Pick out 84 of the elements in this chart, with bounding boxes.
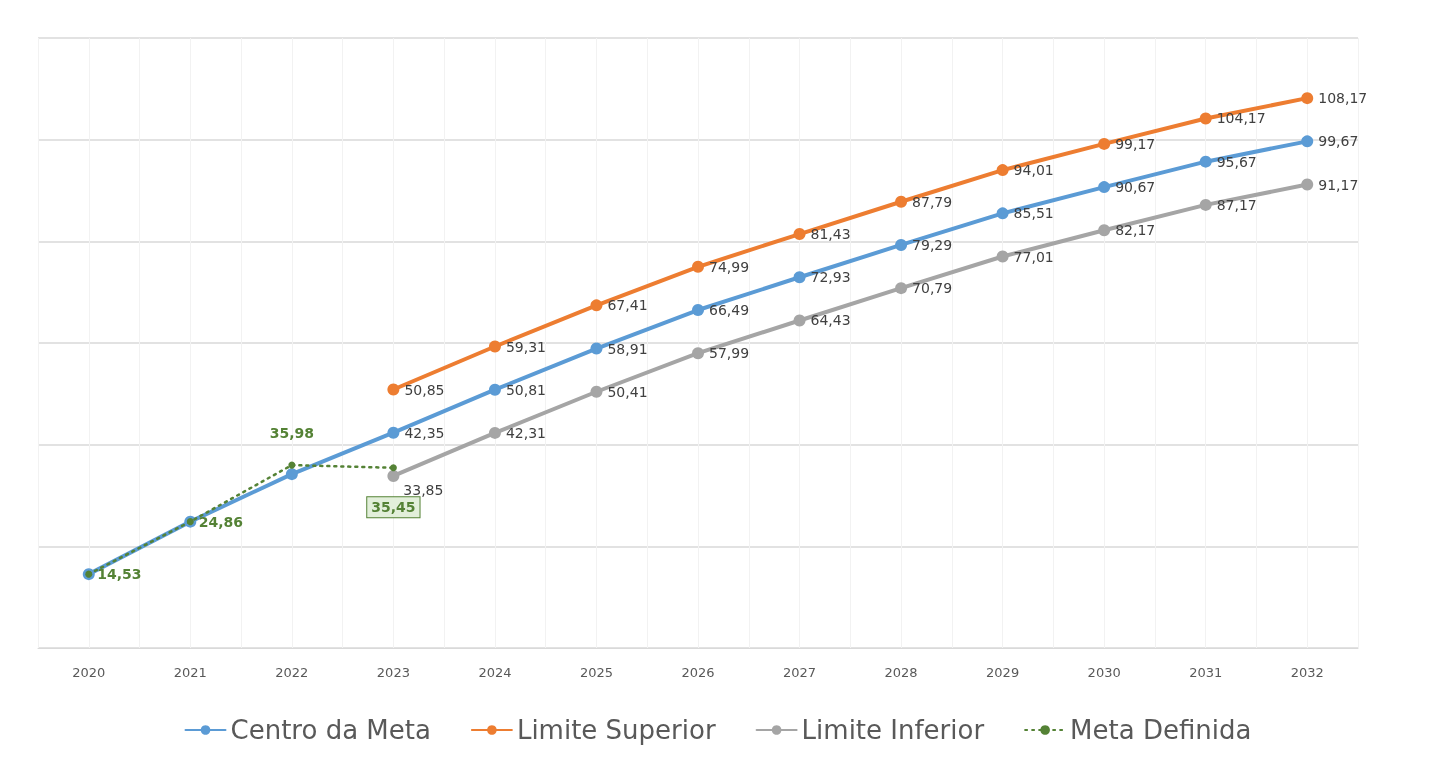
point [1098, 137, 1111, 150]
x-tick-label: 2021 [173, 665, 207, 680]
point [895, 195, 908, 208]
data-label: 99,67 [1318, 133, 1359, 150]
data-label: 70,79 [912, 280, 953, 297]
point [996, 207, 1009, 220]
point [1199, 155, 1212, 168]
data-label: 42,31 [505, 424, 547, 441]
data-label: 64,43 [810, 312, 851, 329]
point [387, 426, 400, 439]
data-label: 94,01 [1013, 162, 1054, 179]
x-tick-label: 2032 [1290, 665, 1324, 680]
data-label: 87,17 [1216, 196, 1257, 213]
data-label: 85,51 [1013, 205, 1054, 222]
data-label: 24,86 [198, 513, 244, 530]
data-label: 82,17 [1115, 222, 1156, 239]
data-label: 14,53 [97, 566, 142, 583]
x-tick-label: 2023 [376, 665, 410, 680]
point [285, 468, 298, 481]
x-tick-label: 2027 [782, 665, 817, 680]
point [590, 385, 603, 398]
data-label: 33,85 [403, 481, 444, 498]
x-tick-label: 2025 [579, 665, 614, 680]
point [996, 250, 1009, 263]
data-label: 77,01 [1013, 248, 1054, 265]
data-label: 66,49 [709, 302, 750, 319]
data-label: 35,45 [371, 499, 416, 516]
data-label: 72,93 [810, 269, 851, 286]
point [387, 469, 400, 482]
legend-label: Limite Inferior [801, 715, 985, 745]
point [895, 238, 908, 251]
point [488, 383, 501, 396]
point [793, 314, 806, 327]
point [1301, 135, 1314, 148]
point [387, 383, 400, 396]
x-tick-label: 2031 [1189, 665, 1223, 680]
legend-label: Centro da Meta [230, 715, 431, 745]
x-tick-label: 2028 [884, 665, 918, 680]
x-tick-label: 2030 [1087, 665, 1121, 680]
data-label: 50,81 [505, 381, 547, 398]
legend-label: Meta Definida [1070, 715, 1252, 745]
point [590, 299, 603, 312]
point [895, 282, 908, 295]
data-label: 108,17 [1318, 90, 1368, 107]
data-label: 91,17 [1318, 176, 1359, 193]
point [1199, 112, 1212, 125]
point [389, 464, 397, 472]
data-label: 90,67 [1115, 179, 1156, 196]
data-label: 104,17 [1216, 110, 1266, 127]
data-label: 87,79 [912, 193, 953, 210]
point [793, 271, 806, 284]
point [692, 260, 704, 273]
point [590, 342, 603, 355]
x-tick-label: 2029 [986, 665, 1020, 680]
point [1301, 178, 1314, 191]
point [793, 228, 806, 241]
data-label: 81,43 [810, 226, 851, 243]
x-tick-label: 2024 [478, 665, 512, 680]
data-label: 57,99 [709, 345, 750, 362]
data-label: 58,91 [607, 340, 648, 357]
x-tick-label: 2022 [275, 665, 309, 680]
point [996, 164, 1009, 177]
data-label: 50,41 [607, 383, 648, 400]
point [1098, 224, 1111, 237]
legend-label: Limite Superior [516, 715, 716, 745]
data-label: 67,41 [607, 297, 648, 314]
data-label: 50,85 [404, 381, 445, 398]
data-label: 35,98 [269, 424, 314, 441]
point [692, 347, 704, 360]
point [1301, 92, 1314, 105]
data-label: 59,31 [505, 338, 547, 355]
point [692, 304, 704, 317]
data-label: 74,99 [709, 258, 750, 275]
point [488, 340, 501, 353]
x-tick-label: 2026 [681, 665, 715, 680]
point [1098, 181, 1111, 194]
data-label: 79,29 [912, 236, 953, 253]
point [288, 461, 296, 469]
data-label: 99,17 [1115, 135, 1156, 152]
data-label: 42,35 [404, 424, 445, 441]
point [1199, 198, 1212, 211]
x-tick-label: 2020 [72, 665, 106, 680]
data-label: 95,67 [1216, 153, 1257, 170]
point [488, 426, 501, 439]
